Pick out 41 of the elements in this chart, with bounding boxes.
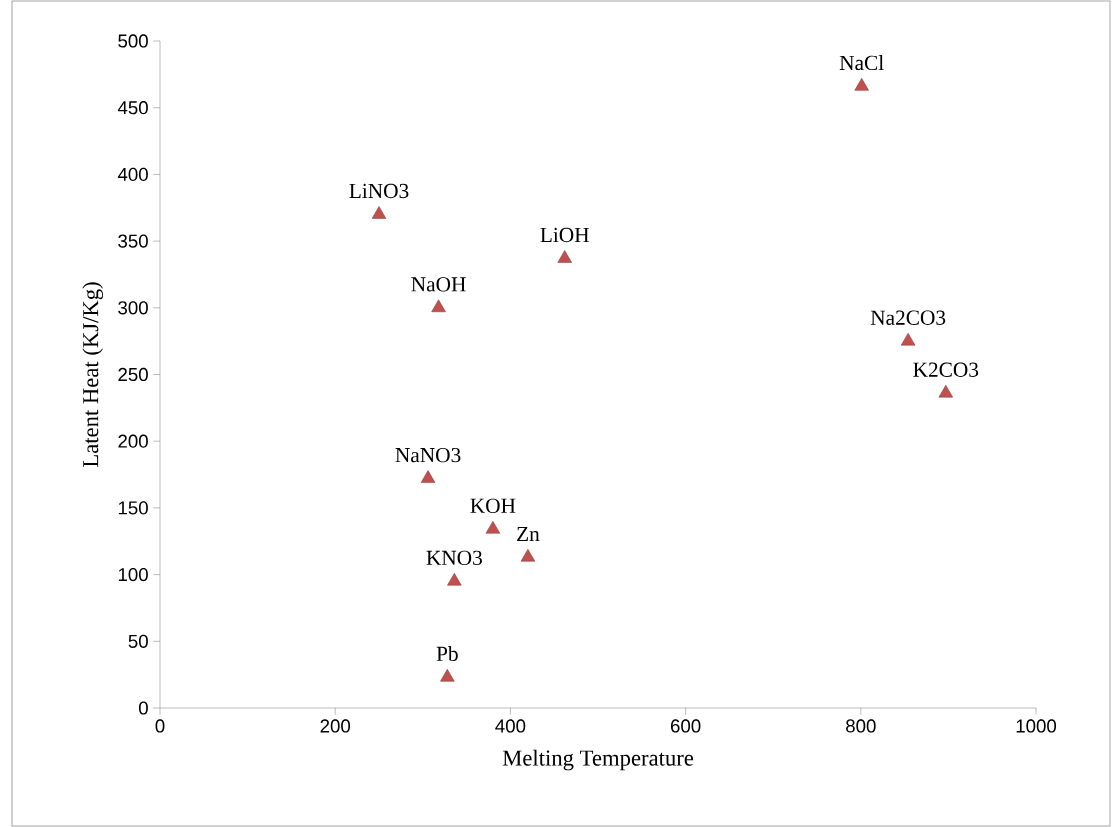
point [371,206,387,219]
annotation: KOH [470,498,516,513]
x-tick-label: 1000 [1016,719,1057,733]
point [431,299,446,313]
x-tick-label: 400 [495,719,526,733]
annotation: Zn [517,527,540,541]
y-tick-label: 0 [138,701,148,715]
point [938,384,953,398]
y-axis-title: Latent Heat (KJ/Kg) [82,282,103,467]
y-tick-label: 200 [118,434,148,448]
point [420,470,436,483]
y-tick-label: 250 [118,367,148,382]
x-tick-label: 0 [155,719,165,733]
point [854,78,869,91]
annotation: NaOH [411,277,466,292]
y-tick-label: 50 [128,634,148,648]
point [447,573,462,586]
y-tick-label: 300 [118,301,148,315]
annotation: NaCl [839,55,884,71]
point [557,250,572,263]
point [900,332,916,346]
point [485,520,501,534]
x-axis-title: Melting Temperature [502,749,694,771]
y-tick-label: 450 [117,101,148,115]
annotation: K2CO3 [913,362,979,377]
annotation: Na2CO3 [870,310,946,325]
point [520,548,536,562]
x-tick-label: 800 [846,719,876,733]
x-tick-label: 200 [320,719,351,733]
annotation: NaNO3 [395,447,461,463]
annotation: LiOH [540,227,589,243]
annotation: LiNO3 [349,183,409,199]
y-tick-label: 350 [118,234,148,248]
point [440,669,455,682]
annotation: Pb [436,646,458,662]
annotation: KNO3 [426,550,482,565]
y-tick-label: 400 [117,167,148,182]
y-tick-label: 500 [118,34,148,48]
x-tick-label: 600 [670,719,701,733]
y-tick-label: 100 [118,567,148,582]
y-tick-label: 150 [118,501,148,515]
